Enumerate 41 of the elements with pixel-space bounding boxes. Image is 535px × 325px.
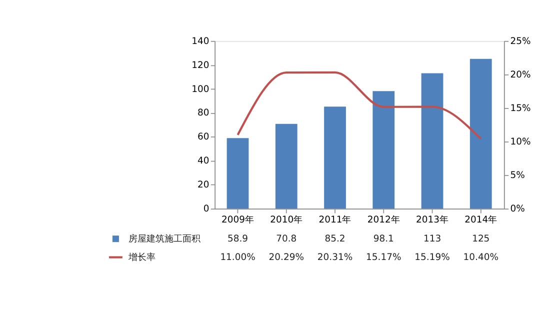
y-tick-label: 140	[192, 36, 210, 47]
data-label: 113	[423, 233, 442, 244]
y-tick-label: 60	[197, 132, 210, 143]
x-tick-label: 2013年	[416, 214, 448, 226]
x-tick-label: 2014年	[464, 214, 498, 226]
data-label: 98.1	[373, 233, 394, 244]
x-tick-label: 2012年	[367, 214, 400, 226]
x-tick-label: 2009年	[222, 214, 254, 226]
bar	[372, 91, 395, 209]
bar	[470, 58, 492, 209]
y2-tick-label: 20%	[510, 69, 531, 80]
x-tick-label: 2010年	[270, 214, 303, 226]
data-label: 20.31%	[317, 252, 353, 263]
bar	[275, 124, 298, 209]
line-series	[236, 71, 482, 140]
y2-tick-label: 0%	[510, 204, 526, 215]
y2-tick-label: 5%	[510, 170, 526, 182]
y-tick-label: 120	[192, 60, 210, 71]
data-label: 85.2	[324, 233, 346, 244]
legend-label: 房屋建筑施工面积	[128, 233, 200, 244]
data-label: 10.40%	[463, 252, 499, 263]
data-label: 58.9	[228, 233, 248, 244]
y-tick-label: 100	[192, 84, 210, 95]
y2-tick-label: 25%	[510, 36, 531, 47]
x-tick-label: 2011年	[318, 214, 352, 226]
y-tick-label: 40	[197, 156, 210, 167]
bar	[226, 138, 249, 209]
data-label: 15.19%	[414, 252, 450, 263]
data-label: 15.17%	[366, 252, 402, 263]
data-label: 125	[472, 233, 490, 244]
y-tick-label: 0	[203, 204, 210, 215]
data-label: 11.00%	[220, 252, 256, 263]
bar	[324, 106, 346, 209]
y-tick-label: 80	[197, 108, 210, 119]
bar	[421, 73, 444, 209]
y-tick-label: 20	[197, 180, 210, 191]
y2-tick-label: 15%	[510, 102, 531, 114]
data-label: 70.8	[276, 233, 297, 244]
data-label: 20.29%	[268, 252, 304, 263]
y2-tick-label: 10%	[510, 136, 531, 148]
legend-label: 增长率	[127, 252, 156, 263]
